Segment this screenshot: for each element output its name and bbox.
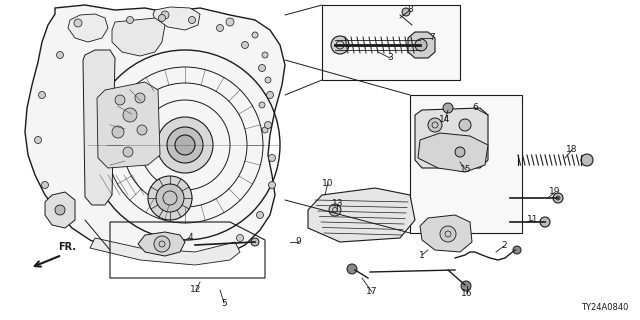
Circle shape <box>269 155 275 162</box>
Polygon shape <box>415 108 488 168</box>
Circle shape <box>115 95 125 105</box>
Text: FR.: FR. <box>58 242 76 252</box>
Circle shape <box>264 122 271 129</box>
Polygon shape <box>97 82 160 168</box>
Text: 14: 14 <box>439 116 451 124</box>
Circle shape <box>513 246 521 254</box>
Text: 5: 5 <box>221 299 227 308</box>
Circle shape <box>259 65 266 71</box>
Text: 3: 3 <box>387 53 393 62</box>
Bar <box>410 95 522 233</box>
Circle shape <box>65 217 72 223</box>
Polygon shape <box>153 7 200 30</box>
Text: 6: 6 <box>472 103 478 113</box>
Circle shape <box>56 52 63 59</box>
Circle shape <box>237 235 243 242</box>
Polygon shape <box>408 32 435 58</box>
Circle shape <box>226 18 234 26</box>
Circle shape <box>209 249 216 255</box>
Circle shape <box>55 205 65 215</box>
Polygon shape <box>68 14 108 42</box>
Circle shape <box>259 102 265 108</box>
Circle shape <box>42 181 49 188</box>
Circle shape <box>461 281 471 291</box>
Circle shape <box>553 193 563 203</box>
Circle shape <box>459 119 471 131</box>
Circle shape <box>252 32 258 38</box>
Circle shape <box>329 204 341 216</box>
Circle shape <box>135 93 145 103</box>
Bar <box>322 5 460 80</box>
Circle shape <box>331 36 349 54</box>
Polygon shape <box>45 192 75 228</box>
Circle shape <box>159 14 166 21</box>
Text: 17: 17 <box>366 287 378 297</box>
Circle shape <box>137 125 147 135</box>
Circle shape <box>269 181 275 188</box>
Circle shape <box>161 11 169 19</box>
Circle shape <box>127 17 134 23</box>
Text: TY24A0840: TY24A0840 <box>580 303 628 312</box>
Circle shape <box>251 238 259 246</box>
Polygon shape <box>90 238 240 265</box>
Circle shape <box>35 137 42 143</box>
Polygon shape <box>418 133 488 172</box>
Circle shape <box>97 242 104 249</box>
Text: 11: 11 <box>527 215 539 225</box>
Circle shape <box>123 108 137 122</box>
Text: 12: 12 <box>190 285 202 294</box>
Circle shape <box>154 236 170 252</box>
Text: 7: 7 <box>429 34 435 43</box>
Text: 1: 1 <box>419 251 425 260</box>
Circle shape <box>440 226 456 242</box>
Circle shape <box>157 117 213 173</box>
Polygon shape <box>25 5 285 262</box>
Text: 2: 2 <box>501 242 507 251</box>
Circle shape <box>402 8 410 16</box>
Circle shape <box>241 42 248 49</box>
Polygon shape <box>112 18 165 56</box>
Circle shape <box>415 39 427 51</box>
Text: 13: 13 <box>332 199 344 209</box>
Circle shape <box>428 118 442 132</box>
Circle shape <box>216 25 223 31</box>
Text: 4: 4 <box>187 234 193 243</box>
Circle shape <box>112 126 124 138</box>
Circle shape <box>262 127 268 133</box>
Text: 15: 15 <box>460 165 472 174</box>
Polygon shape <box>138 232 185 256</box>
Polygon shape <box>83 50 115 205</box>
Text: 8: 8 <box>407 5 413 14</box>
Circle shape <box>455 147 465 157</box>
Polygon shape <box>308 188 415 242</box>
Circle shape <box>556 196 560 200</box>
Circle shape <box>172 253 179 260</box>
Circle shape <box>175 135 195 155</box>
Circle shape <box>262 52 268 58</box>
Text: 19: 19 <box>549 188 561 196</box>
Circle shape <box>443 103 453 113</box>
Text: 9: 9 <box>295 237 301 246</box>
Circle shape <box>167 127 203 163</box>
Circle shape <box>189 17 195 23</box>
Circle shape <box>581 154 593 166</box>
Circle shape <box>123 147 133 157</box>
Text: 16: 16 <box>461 289 473 298</box>
Text: 18: 18 <box>566 146 578 155</box>
Circle shape <box>540 217 550 227</box>
Circle shape <box>265 77 271 83</box>
Text: 10: 10 <box>323 179 333 188</box>
Circle shape <box>38 92 45 99</box>
Circle shape <box>257 212 264 219</box>
Circle shape <box>148 176 192 220</box>
Polygon shape <box>420 215 472 252</box>
Circle shape <box>74 19 82 27</box>
Circle shape <box>134 252 141 259</box>
Circle shape <box>156 184 184 212</box>
Circle shape <box>347 264 357 274</box>
Circle shape <box>266 92 273 99</box>
